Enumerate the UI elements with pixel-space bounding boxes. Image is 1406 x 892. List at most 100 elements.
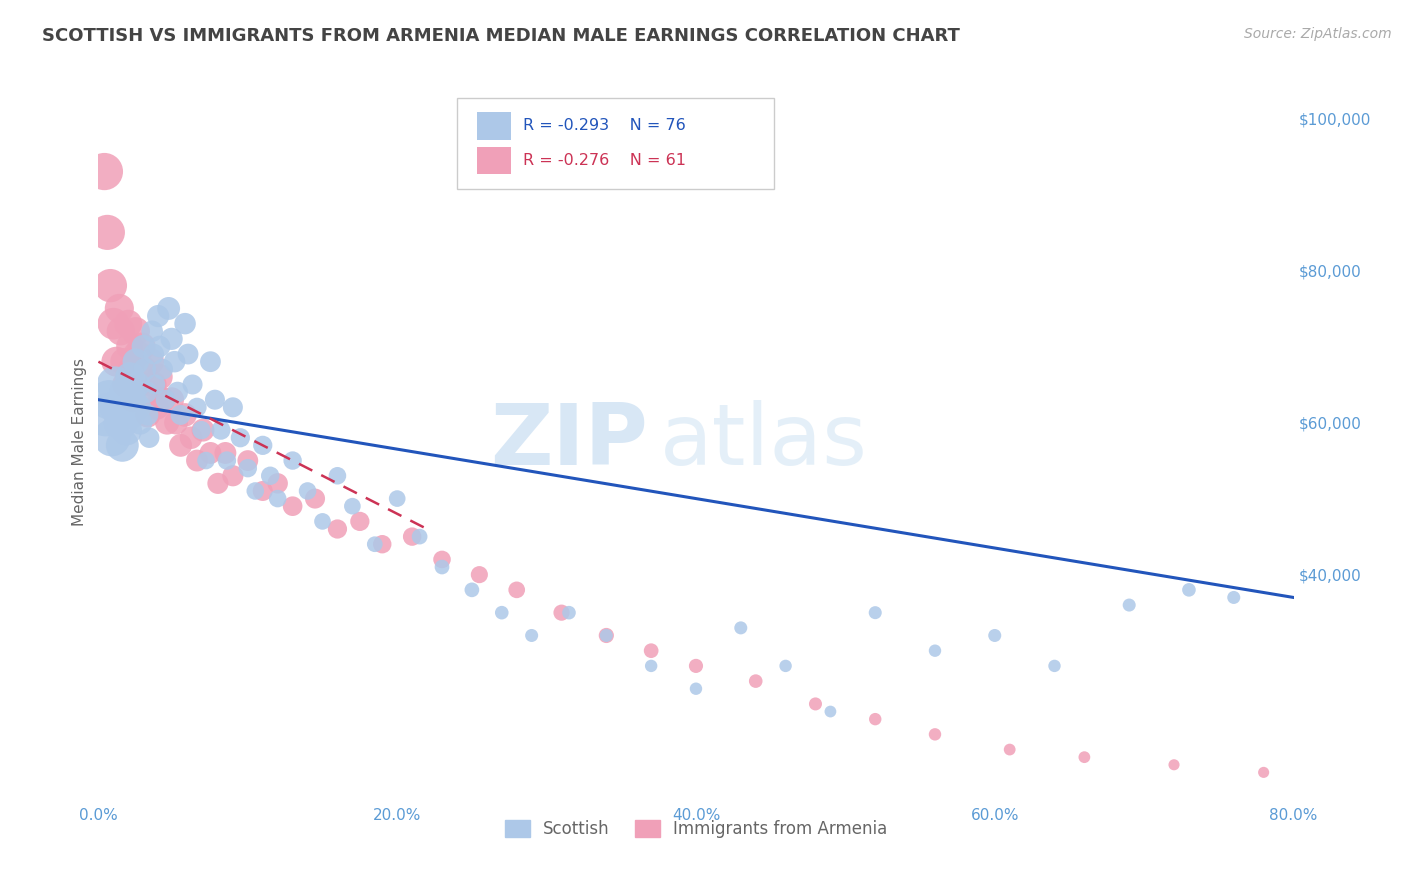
- Point: [142, 347, 165, 361]
- Point: [121, 392, 143, 407]
- Point: [135, 385, 157, 400]
- Point: [222, 401, 245, 415]
- Point: [214, 446, 236, 460]
- Point: [152, 392, 174, 407]
- Text: ZIP: ZIP: [491, 400, 648, 483]
- Point: [640, 643, 662, 657]
- Point: [215, 453, 238, 467]
- Point: [730, 621, 752, 635]
- Point: [281, 453, 304, 467]
- Point: [114, 385, 136, 400]
- Point: [408, 530, 430, 544]
- Point: [236, 461, 259, 475]
- Point: [104, 377, 127, 392]
- Point: [461, 582, 484, 597]
- Point: [117, 317, 139, 331]
- Point: [136, 408, 159, 422]
- Point: [134, 362, 156, 376]
- Point: [229, 431, 252, 445]
- Point: [1178, 582, 1201, 597]
- Point: [430, 552, 453, 566]
- Point: [1118, 598, 1140, 612]
- Point: [111, 438, 134, 452]
- Point: [186, 401, 208, 415]
- Point: [259, 468, 281, 483]
- Point: [349, 515, 371, 529]
- Point: [132, 339, 155, 353]
- Point: [550, 606, 572, 620]
- Point: [984, 628, 1007, 642]
- Text: R = -0.276    N = 61: R = -0.276 N = 61: [523, 153, 686, 168]
- Point: [96, 226, 118, 240]
- Point: [595, 628, 617, 642]
- Point: [145, 401, 167, 415]
- Point: [200, 354, 222, 368]
- Point: [685, 659, 707, 673]
- FancyBboxPatch shape: [477, 112, 510, 139]
- Point: [200, 446, 222, 460]
- Point: [186, 453, 208, 467]
- Point: [110, 324, 132, 338]
- Point: [745, 674, 768, 689]
- Point: [143, 377, 166, 392]
- Legend: Scottish, Immigrants from Armenia: Scottish, Immigrants from Armenia: [498, 814, 894, 845]
- Point: [112, 354, 135, 368]
- Point: [160, 332, 183, 346]
- Text: atlas: atlas: [661, 400, 868, 483]
- Point: [190, 423, 212, 437]
- Point: [222, 468, 245, 483]
- Point: [152, 362, 174, 376]
- Point: [181, 377, 204, 392]
- Point: [129, 416, 152, 430]
- Point: [252, 483, 274, 498]
- Point: [128, 377, 150, 392]
- Point: [118, 339, 141, 353]
- Point: [342, 499, 364, 513]
- Point: [640, 659, 662, 673]
- Point: [136, 408, 159, 422]
- Point: [131, 339, 153, 353]
- Point: [125, 354, 148, 368]
- Point: [174, 317, 197, 331]
- Point: [267, 476, 290, 491]
- Point: [236, 453, 259, 467]
- Point: [430, 560, 453, 574]
- Text: SCOTTISH VS IMMIGRANTS FROM ARMENIA MEDIAN MALE EARNINGS CORRELATION CHART: SCOTTISH VS IMMIGRANTS FROM ARMENIA MEDI…: [42, 27, 960, 45]
- Y-axis label: Median Male Earnings: Median Male Earnings: [72, 358, 87, 525]
- Point: [204, 392, 226, 407]
- Point: [160, 392, 183, 407]
- Point: [401, 530, 423, 544]
- Point: [1043, 659, 1066, 673]
- Point: [165, 416, 187, 430]
- Point: [1253, 765, 1275, 780]
- Point: [191, 423, 214, 437]
- Point: [820, 705, 842, 719]
- Point: [281, 499, 304, 513]
- Point: [267, 491, 290, 506]
- Point: [108, 301, 131, 316]
- Point: [506, 582, 529, 597]
- Point: [155, 392, 177, 407]
- Point: [595, 628, 617, 642]
- Point: [385, 491, 409, 506]
- Point: [163, 354, 186, 368]
- Point: [120, 362, 142, 376]
- Point: [166, 385, 188, 400]
- Point: [142, 377, 165, 392]
- Point: [141, 324, 163, 338]
- Point: [364, 537, 387, 551]
- Point: [114, 377, 136, 392]
- Point: [245, 483, 267, 498]
- Point: [558, 606, 581, 620]
- Point: [169, 408, 191, 422]
- Point: [297, 483, 319, 498]
- Point: [97, 392, 120, 407]
- Point: [107, 401, 129, 415]
- Point: [127, 347, 149, 361]
- Point: [103, 317, 125, 331]
- Point: [1223, 591, 1246, 605]
- Point: [174, 408, 197, 422]
- Point: [135, 385, 157, 400]
- Point: [118, 370, 141, 384]
- FancyBboxPatch shape: [477, 147, 510, 174]
